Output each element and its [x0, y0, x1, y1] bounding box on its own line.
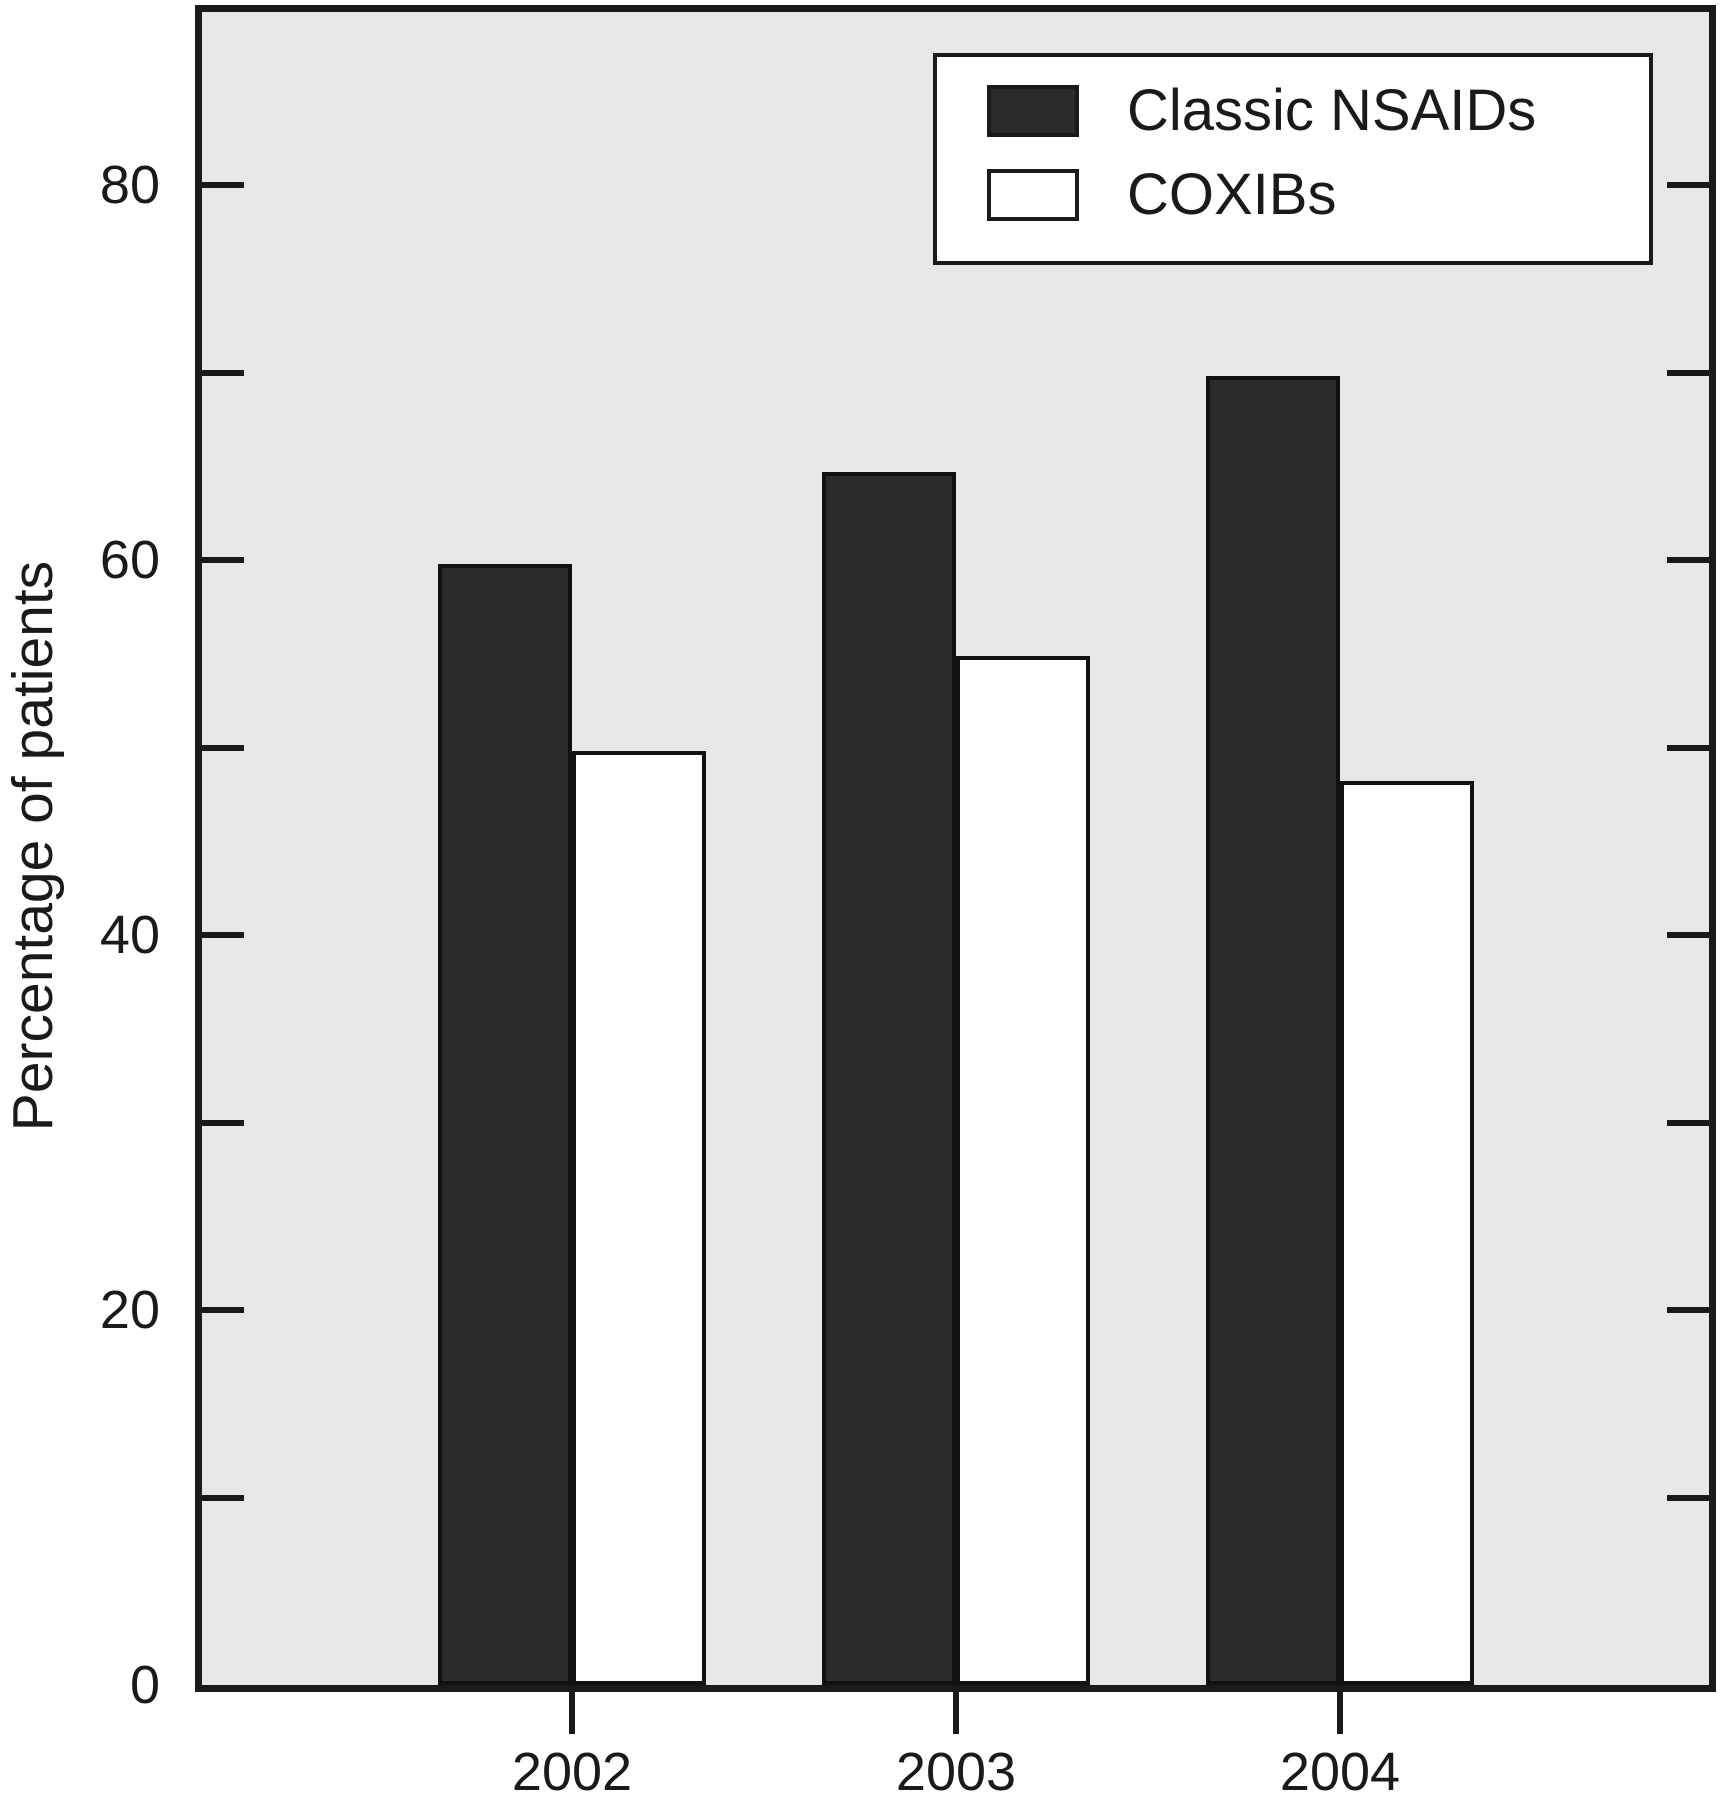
y-tick-left-40	[202, 932, 244, 938]
legend-label-classic-nsaids: Classic NSAIDs	[1127, 78, 1537, 143]
y-tick-right-50	[1667, 745, 1709, 751]
bar-classic-nsaids-2004	[1206, 376, 1340, 1685]
bar-coxibs-2003	[956, 656, 1090, 1685]
bar-coxibs-2004	[1340, 781, 1474, 1685]
y-tick-right-20	[1667, 1307, 1709, 1313]
x-tick-2002	[569, 1692, 575, 1734]
y-tick-left-60	[202, 557, 244, 563]
legend: Classic NSAIDs COXIBs	[933, 53, 1653, 265]
y-tick-right-10	[1667, 1495, 1709, 1501]
y-tick-label-80: 80	[99, 155, 160, 215]
legend-swatch-classic-nsaids	[987, 85, 1079, 137]
y-tick-label-60: 60	[99, 530, 160, 590]
legend-item-coxibs: COXIBs	[987, 162, 1649, 227]
y-tick-left-20	[202, 1307, 244, 1313]
y-tick-label-0: 0	[129, 1655, 160, 1715]
y-tick-right-70	[1667, 370, 1709, 376]
x-tick-label-2004: 2004	[1279, 1742, 1401, 1802]
y-tick-left-10	[202, 1495, 244, 1501]
y-tick-right-40	[1667, 932, 1709, 938]
y-tick-left-70	[202, 370, 244, 376]
x-tick-2004	[1337, 1692, 1343, 1734]
legend-label-coxibs: COXIBs	[1127, 162, 1337, 227]
x-tick-label-2003: 2003	[895, 1742, 1017, 1802]
y-tick-left-50	[202, 745, 244, 751]
y-tick-left-30	[202, 1120, 244, 1126]
legend-swatch-coxibs	[987, 169, 1079, 221]
y-tick-right-80	[1667, 182, 1709, 188]
legend-item-classic-nsaids: Classic NSAIDs	[987, 78, 1649, 143]
y-tick-label-40: 40	[99, 905, 160, 965]
y-tick-label-20: 20	[99, 1280, 160, 1340]
y-tick-right-60	[1667, 557, 1709, 563]
x-tick-2003	[953, 1692, 959, 1734]
y-tick-right-30	[1667, 1120, 1709, 1126]
bar-coxibs-2002	[572, 751, 706, 1685]
bar-classic-nsaids-2002	[438, 564, 572, 1685]
bar-classic-nsaids-2003	[822, 472, 956, 1685]
x-tick-label-2002: 2002	[511, 1742, 633, 1802]
y-tick-left-80	[202, 182, 244, 188]
